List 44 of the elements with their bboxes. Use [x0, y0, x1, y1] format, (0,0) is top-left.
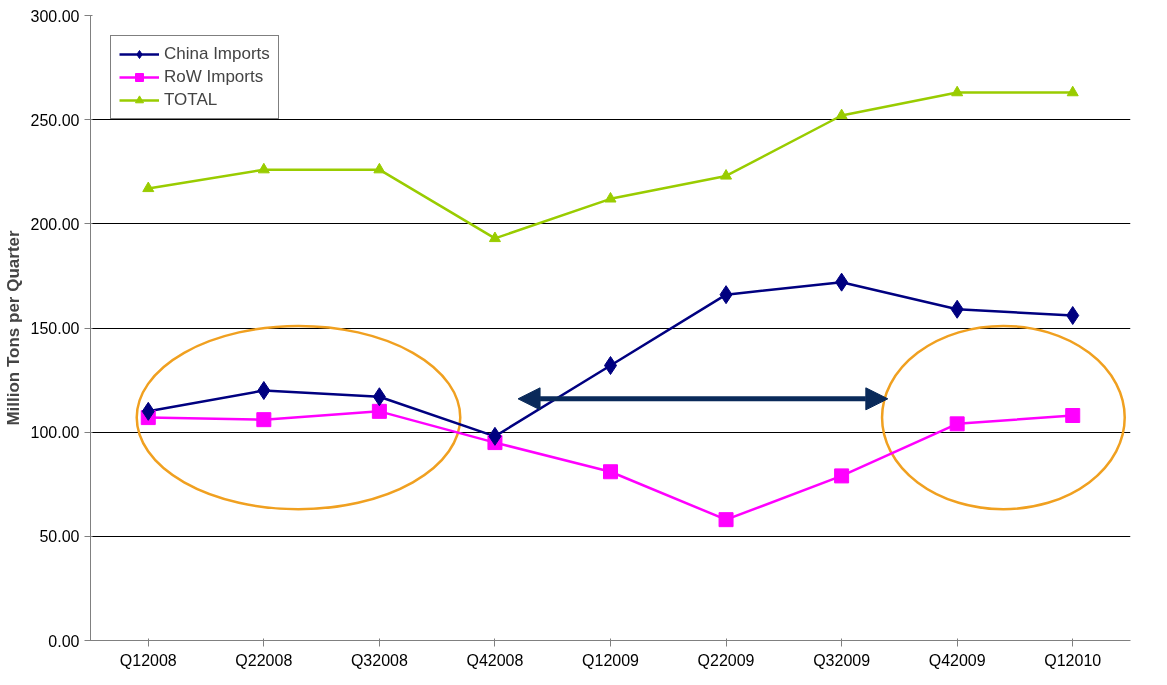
point	[1066, 85, 1079, 97]
legend-label: China Imports	[164, 44, 270, 64]
point	[488, 231, 501, 243]
point	[950, 299, 964, 319]
point	[372, 387, 386, 407]
x-tick-label: Q42009	[928, 651, 986, 669]
point	[835, 108, 848, 120]
point	[257, 162, 270, 174]
point	[719, 285, 733, 305]
x-tick-label: Q32009	[813, 651, 871, 669]
x-tick-label: Q12010	[1044, 651, 1102, 669]
x-tick-label: Q12008	[119, 651, 177, 669]
y-tick-label: 150.00	[30, 320, 80, 337]
y-tick-label: 250.00	[30, 111, 80, 129]
x-tick-label: Q12009	[582, 651, 640, 669]
point	[488, 426, 502, 446]
x-tick-label: Q42008	[466, 651, 524, 669]
legend-label: TOTAL	[164, 90, 218, 110]
y-tick-label: 300.00	[30, 7, 80, 25]
point	[142, 181, 155, 193]
point	[720, 169, 733, 180]
y-tick-label: 200.00	[30, 215, 80, 233]
legend-label: RoW Imports	[164, 67, 264, 87]
y-tick-label: 50.00	[39, 528, 80, 546]
point	[373, 162, 386, 174]
x-tick-label: Q32008	[350, 651, 408, 669]
point	[256, 412, 272, 428]
point	[603, 464, 618, 480]
point	[1065, 408, 1081, 423]
point	[604, 191, 617, 203]
point	[951, 85, 964, 97]
y-tick-label: 100.00	[30, 424, 80, 442]
point	[1066, 306, 1080, 325]
x-tick-label: Q22009	[697, 651, 755, 669]
point	[718, 512, 734, 528]
x-tick-label: Q22008	[235, 651, 293, 669]
point	[371, 403, 387, 419]
point	[141, 401, 155, 421]
y-axis-title: Million Tons per Quarter	[3, 230, 23, 426]
point	[949, 416, 965, 432]
point	[835, 272, 849, 292]
point	[834, 468, 850, 484]
y-tick-label: 0.00	[48, 632, 80, 650]
point	[257, 381, 271, 400]
